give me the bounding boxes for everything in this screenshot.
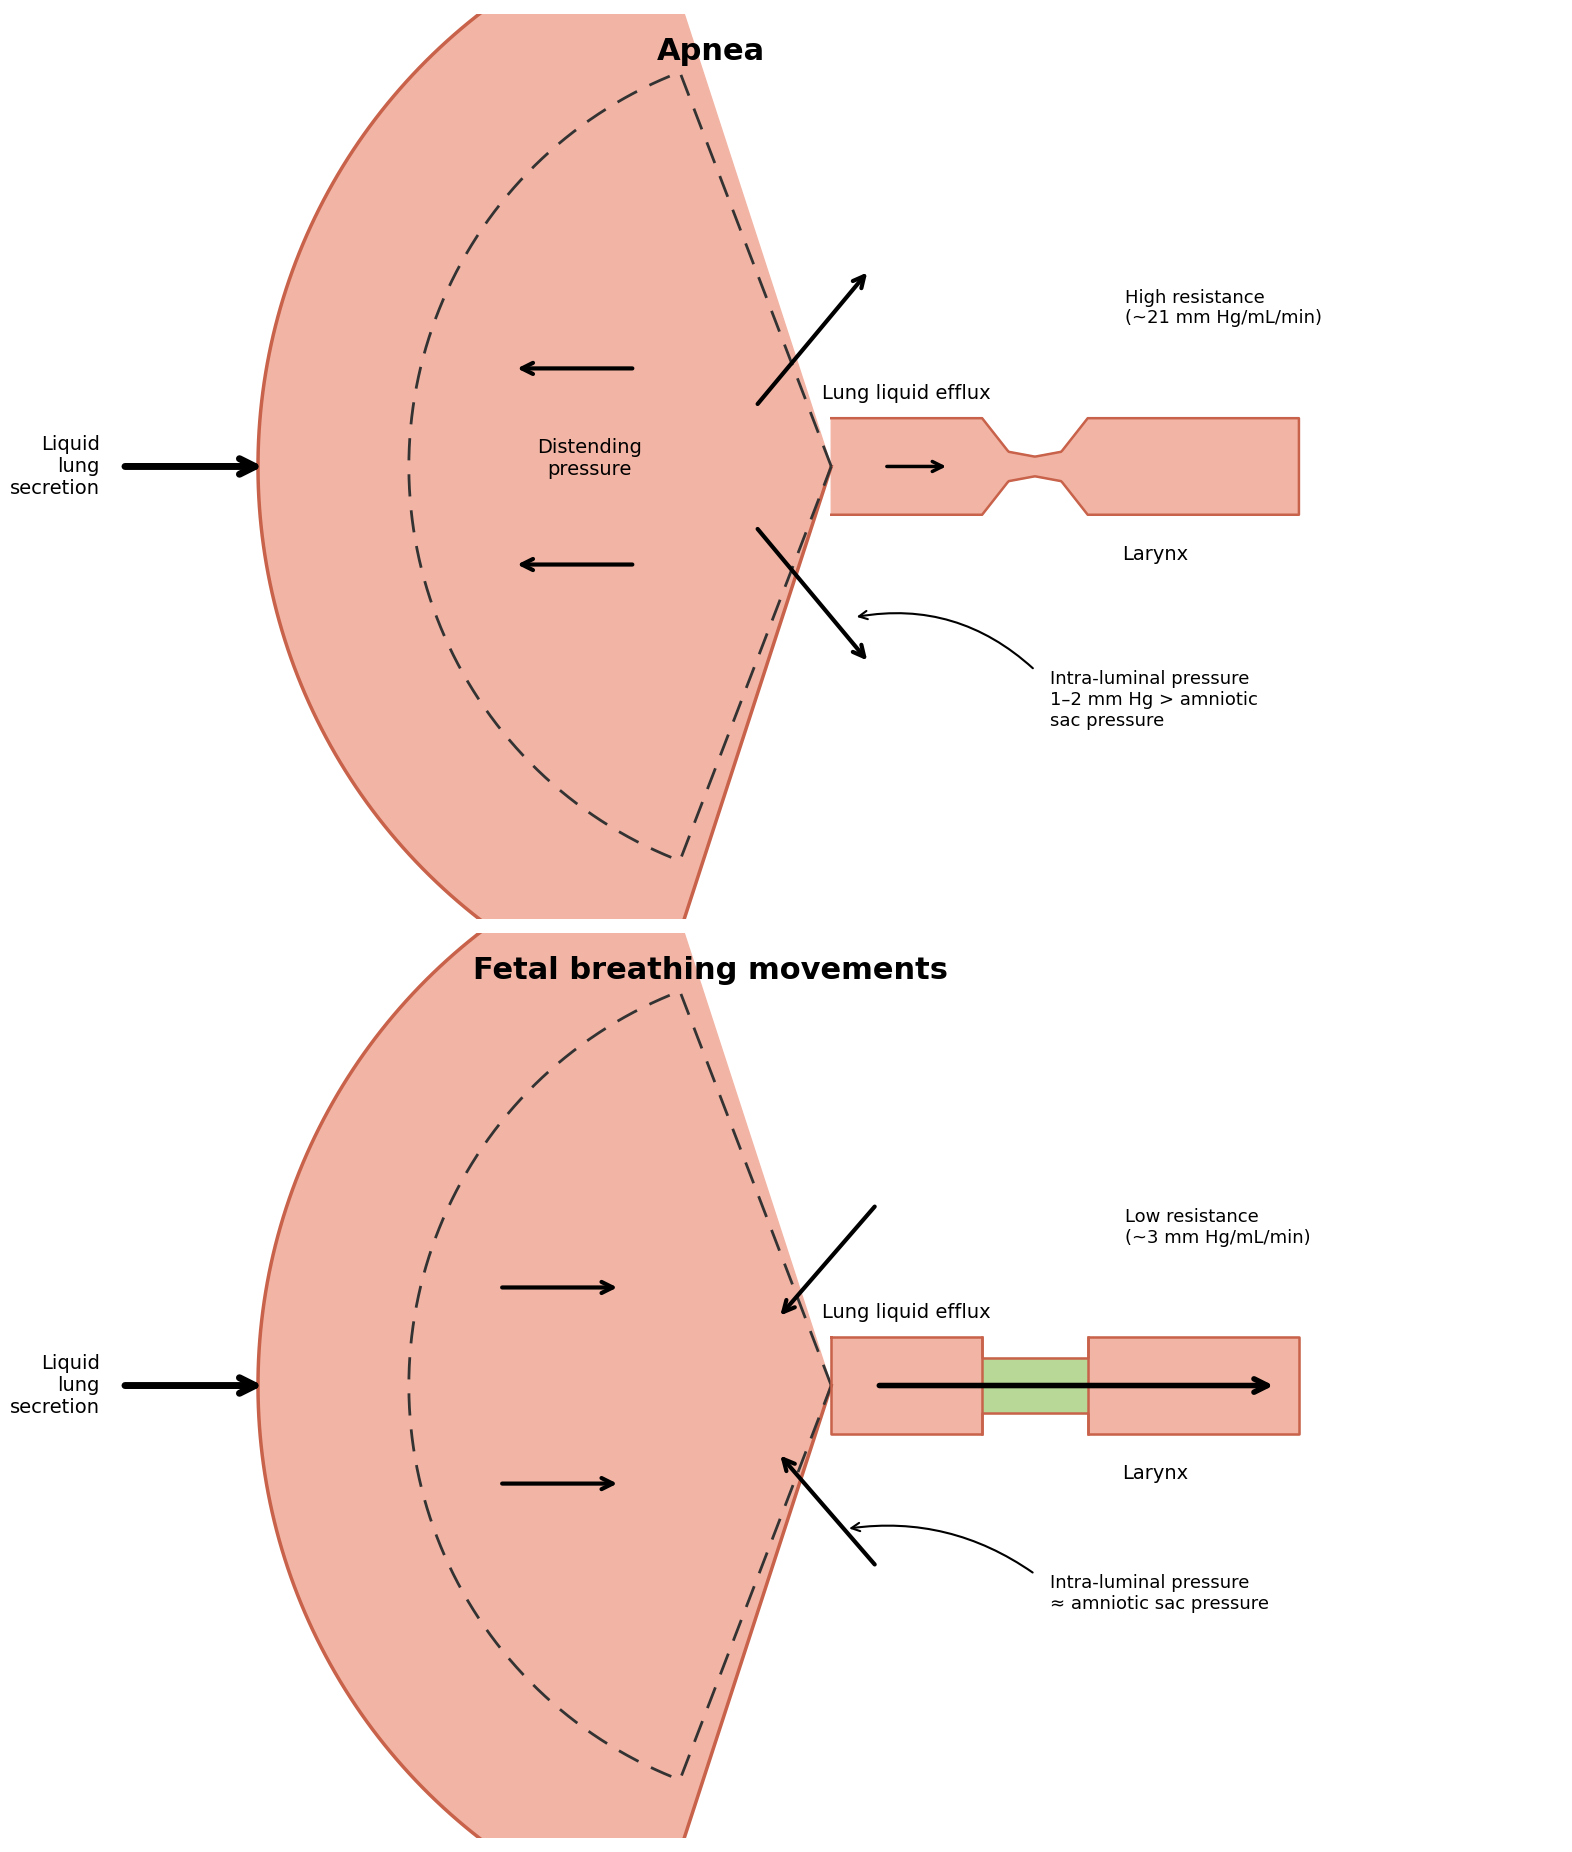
Polygon shape xyxy=(258,841,832,1852)
Text: Liquid
lung
secretion: Liquid lung secretion xyxy=(9,1354,99,1417)
Text: Distending
pressure: Distending pressure xyxy=(538,439,643,480)
Text: Larynx: Larynx xyxy=(1122,544,1188,563)
Text: Fetal breathing movements: Fetal breathing movements xyxy=(473,956,948,985)
Polygon shape xyxy=(258,0,832,1011)
Polygon shape xyxy=(982,1358,1088,1413)
Text: Larynx: Larynx xyxy=(1122,1463,1188,1483)
Text: Lung liquid efflux: Lung liquid efflux xyxy=(822,1304,990,1322)
Polygon shape xyxy=(832,419,1298,515)
Polygon shape xyxy=(832,1337,1298,1433)
Text: Liquid
lung
secretion: Liquid lung secretion xyxy=(9,435,99,498)
Text: Intra-luminal pressure
≈ amniotic sac pressure: Intra-luminal pressure ≈ amniotic sac pr… xyxy=(1050,1574,1269,1613)
Text: Low resistance
(~3 mm Hg/mL/min): Low resistance (~3 mm Hg/mL/min) xyxy=(1126,1208,1311,1246)
Text: Lung liquid efflux: Lung liquid efflux xyxy=(822,383,990,404)
Text: High resistance
(~21 mm Hg/mL/min): High resistance (~21 mm Hg/mL/min) xyxy=(1126,289,1322,328)
Text: Intra-luminal pressure
1–2 mm Hg > amniotic
sac pressure: Intra-luminal pressure 1–2 mm Hg > amnio… xyxy=(1050,670,1258,730)
Text: Apnea: Apnea xyxy=(657,37,764,65)
